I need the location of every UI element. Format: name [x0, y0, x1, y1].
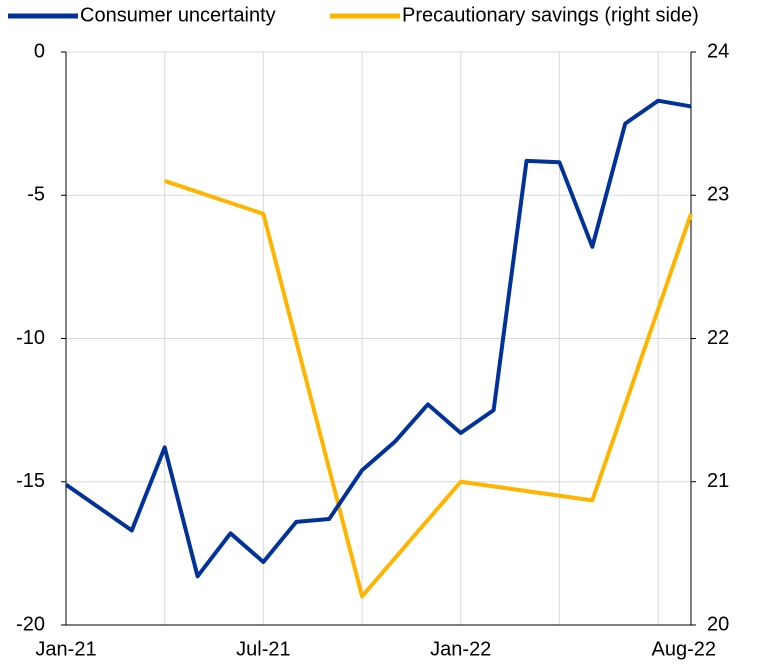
x-tick-label: Jan-22	[430, 638, 491, 660]
x-tick-label: Jan-21	[35, 638, 96, 660]
y2-tick-label: 23	[707, 184, 729, 206]
series-line	[64, 98, 692, 579]
y-tick-label: 0	[34, 40, 45, 62]
y-tick-label: -5	[27, 184, 45, 206]
y2-tick-label: 24	[707, 40, 729, 62]
legend-label: Consumer uncertainty	[80, 4, 276, 26]
y2-tick-label: 21	[707, 470, 729, 492]
y-tick-label: -10	[16, 327, 45, 349]
x-tick-label: Jul-21	[236, 638, 290, 660]
series-line	[164, 179, 693, 599]
y2-tick-label: 22	[707, 327, 729, 349]
y-tick-label: -20	[16, 613, 45, 635]
y-tick-label: -15	[16, 470, 45, 492]
y2-tick-label: 20	[707, 613, 729, 635]
legend-label: Precautionary savings (right side)	[402, 4, 699, 26]
x-tick-label: Aug-22	[652, 638, 717, 660]
